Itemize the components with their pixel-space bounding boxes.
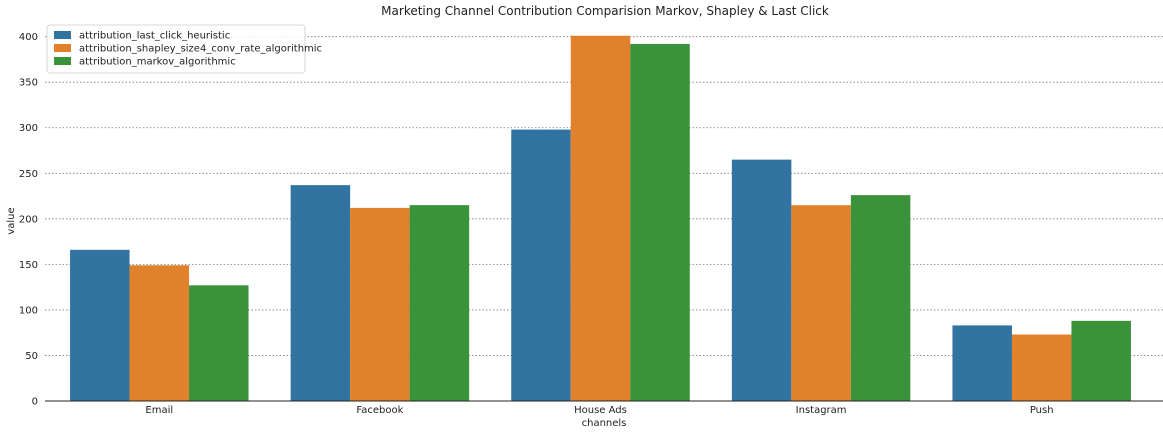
legend: attribution_last_click_heuristic attribut… bbox=[46, 24, 322, 74]
legend-label: attribution_markov_algorithmic bbox=[79, 57, 236, 68]
legend-swatch bbox=[54, 31, 71, 39]
bar bbox=[290, 185, 351, 401]
chart-title: Marketing Channel Contribution Comparisi… bbox=[381, 4, 829, 18]
bar bbox=[570, 35, 631, 402]
bar bbox=[409, 205, 470, 401]
y-tick-label: 350 bbox=[19, 78, 38, 89]
bar bbox=[731, 159, 792, 401]
bar bbox=[511, 129, 571, 402]
legend-label: attribution_shapley_size4_conv_rate_algo… bbox=[79, 44, 322, 55]
x-tick-labels: Email Facebook House Ads Instagram Push bbox=[145, 405, 1053, 416]
bar bbox=[70, 249, 130, 401]
x-tick-label: Push bbox=[1030, 405, 1054, 416]
bar bbox=[1011, 334, 1072, 401]
y-tick-label: 250 bbox=[19, 169, 38, 180]
x-tick-label: House Ads bbox=[574, 405, 627, 416]
y-axis-title: value bbox=[6, 207, 17, 234]
bar bbox=[129, 265, 190, 401]
legend-swatch bbox=[54, 44, 71, 52]
bar bbox=[189, 285, 249, 401]
bar bbox=[1071, 320, 1131, 401]
y-tick-label: 0 bbox=[32, 397, 38, 408]
legend-label: attribution_last_click_heuristic bbox=[79, 31, 230, 42]
bar bbox=[850, 195, 911, 401]
y-tick-label: 50 bbox=[25, 351, 38, 362]
bar bbox=[350, 207, 410, 401]
x-tick-label: Instagram bbox=[796, 405, 847, 416]
y-tick-label: 100 bbox=[19, 305, 38, 316]
x-tick-label: Facebook bbox=[356, 405, 403, 416]
y-tick-label: 200 bbox=[19, 214, 38, 225]
legend-box bbox=[46, 24, 306, 74]
x-axis-title: channels bbox=[582, 418, 627, 429]
bars bbox=[70, 35, 1131, 402]
y-tick-labels: 0 50 100 150 200 250 300 350 400 bbox=[19, 32, 38, 407]
bar bbox=[791, 205, 851, 401]
legend-swatch bbox=[54, 57, 71, 65]
bar bbox=[952, 325, 1012, 401]
y-tick-label: 300 bbox=[19, 123, 38, 134]
bar bbox=[630, 43, 690, 401]
y-tick-label: 400 bbox=[19, 32, 38, 43]
x-tick-label: Email bbox=[145, 405, 173, 416]
y-tick-label: 150 bbox=[19, 260, 38, 271]
